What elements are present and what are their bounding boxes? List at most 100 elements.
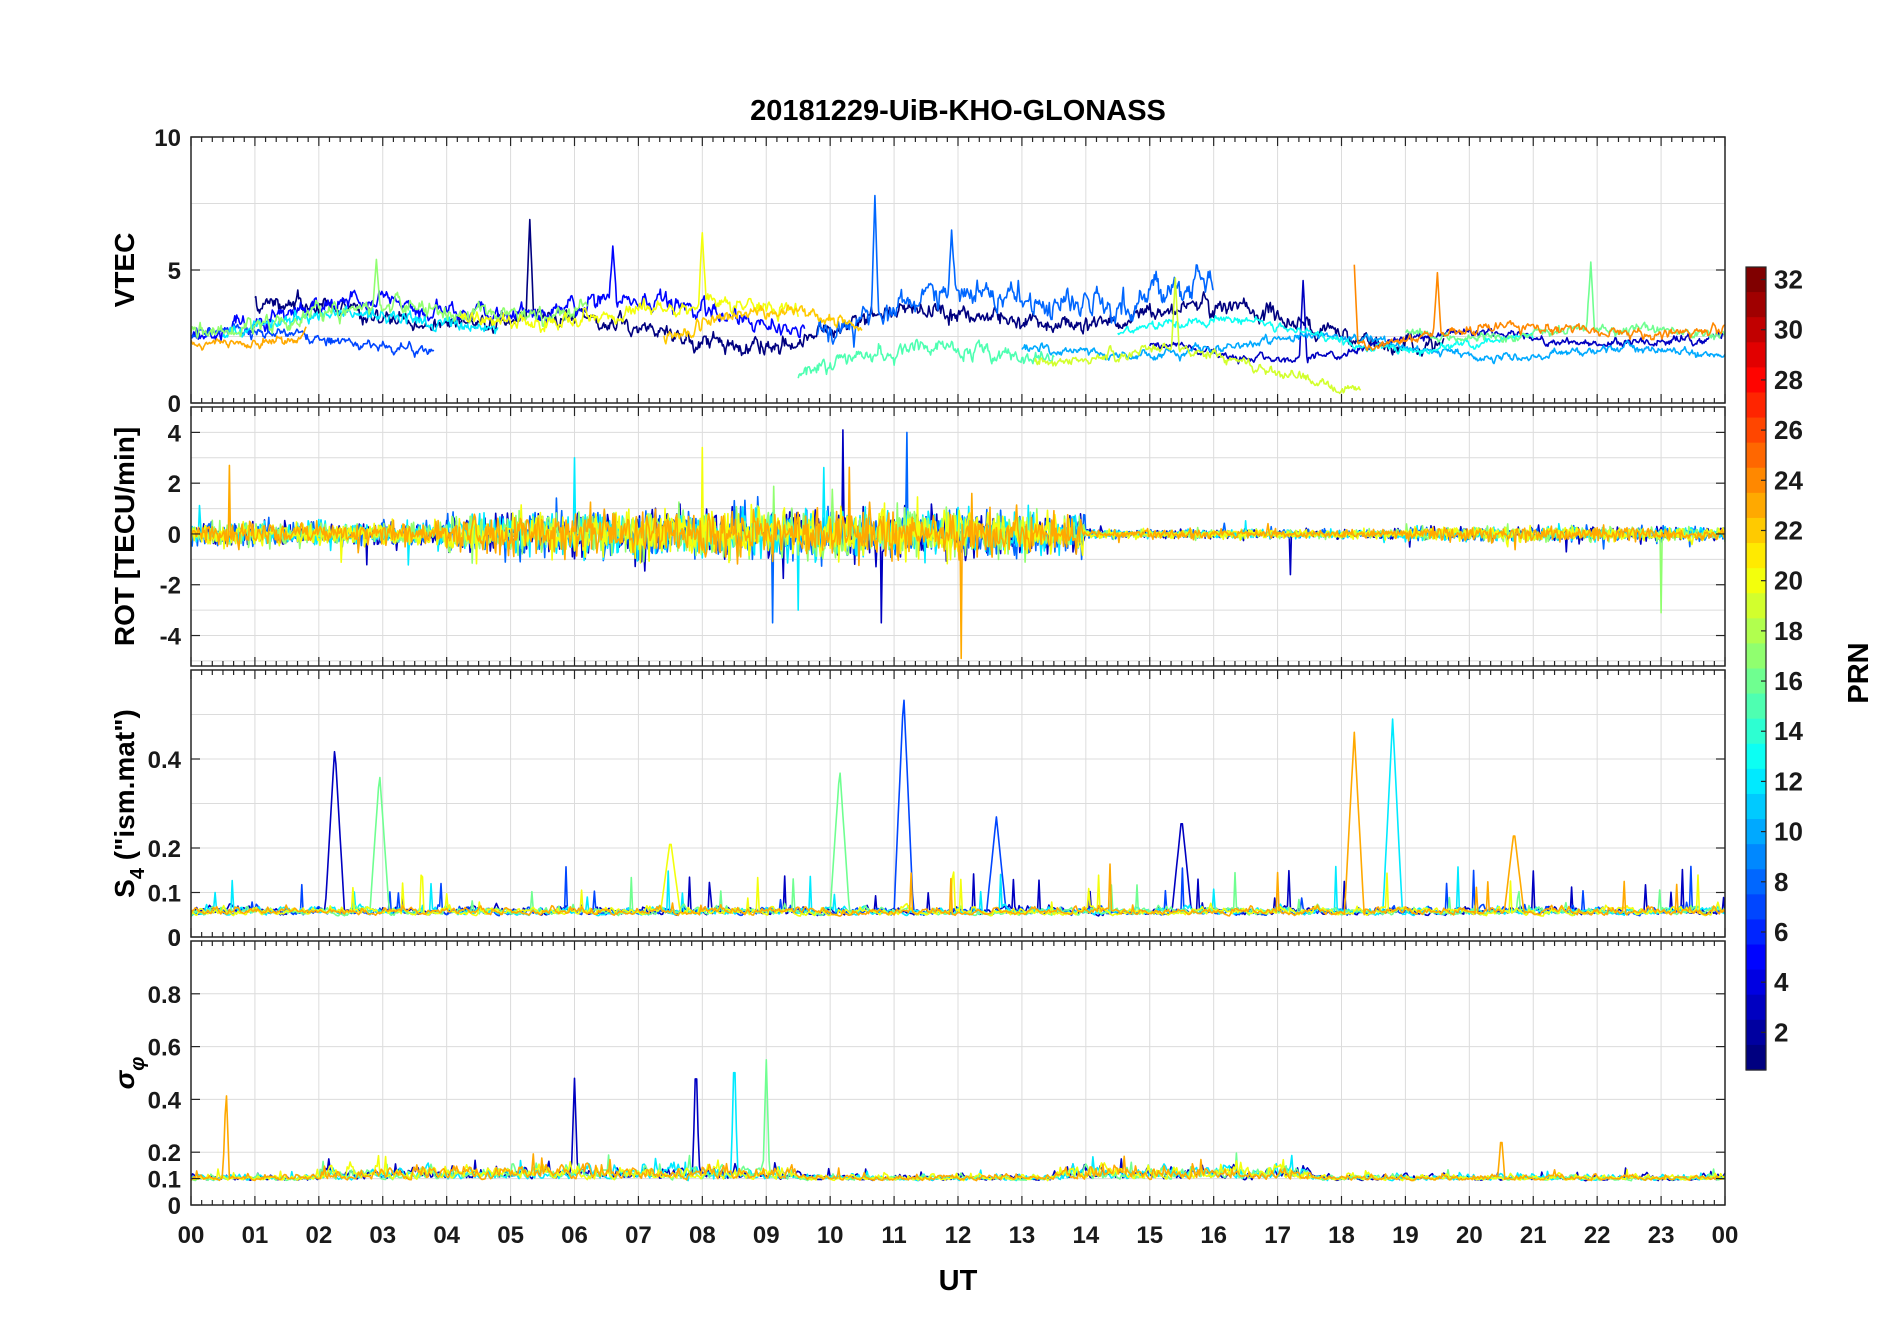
colorbar-segment — [1746, 768, 1766, 795]
series-line-prn-23 — [191, 731, 1725, 917]
x-tick-labels: 00 01 02 03 04 05 06 07 08 09 10 11 12 13 14 15 16 17 18 19… — [178, 1222, 1739, 1249]
x-tick-label: 14 — [1072, 1222, 1099, 1249]
colorbar-tick-label: 22 — [1774, 515, 1803, 545]
colorbar-segment — [1746, 844, 1766, 870]
colorbar-segment — [1746, 1019, 1766, 1046]
colorbar-segment — [1746, 718, 1766, 745]
y-tick-label: 0.6 — [148, 1035, 181, 1062]
colorbar-tick-label: 8 — [1774, 867, 1788, 897]
series-line-prn-23 — [191, 464, 1725, 660]
y-tick-label: -4 — [160, 624, 182, 651]
colorbar-tick-label: 12 — [1774, 766, 1803, 796]
colorbar-segment — [1746, 367, 1766, 394]
colorbar-tick-label: 30 — [1774, 315, 1803, 345]
y-tick-label: 0 — [168, 925, 181, 952]
series-line-prn-22 — [663, 304, 863, 345]
colorbar-segment — [1746, 517, 1766, 544]
series-line-prn-24 — [1353, 264, 1725, 352]
y-tick-label: 0 — [168, 1193, 181, 1220]
series-line-prn-15 — [797, 338, 1055, 379]
series-line-prn-8 — [816, 194, 1214, 348]
x-tick-label: 12 — [945, 1222, 972, 1249]
series-line-prn-16 — [1405, 261, 1725, 343]
x-tick-label: 19 — [1392, 1222, 1419, 1249]
colorbar-tick-label: 4 — [1774, 967, 1789, 997]
y-tick-label: 5 — [168, 258, 181, 285]
y-tick-label: 0.1 — [148, 881, 181, 908]
x-tick-label: 04 — [433, 1222, 460, 1249]
colorbar-segment — [1746, 392, 1766, 419]
colorbar-segment — [1746, 342, 1766, 368]
y-tick-label: 0.2 — [148, 1140, 181, 1167]
colorbar-segment — [1746, 492, 1766, 519]
x-tick-label: 02 — [305, 1222, 332, 1249]
colorbar-segment — [1746, 994, 1766, 1021]
panel-rot: -4 -2 0 2 4 ROT [TECU/min] — [109, 406, 1726, 667]
colorbar-segment — [1746, 668, 1766, 695]
x-tick-label: 05 — [497, 1222, 524, 1249]
colorbar-segment — [1746, 894, 1766, 921]
colorbar-segment — [1746, 267, 1766, 293]
colorbar-segment — [1746, 944, 1766, 971]
series-line-prn-3 — [1149, 279, 1725, 365]
colorbar-segment — [1746, 919, 1766, 946]
colorbar-tick-label: 20 — [1774, 566, 1803, 596]
series-line-prn-23 — [191, 326, 307, 351]
series-group — [191, 1059, 1725, 1182]
colorbar-tick-label: 16 — [1774, 666, 1803, 696]
x-tick-label: 03 — [369, 1222, 396, 1249]
series-group — [191, 429, 1725, 660]
x-tick-label: 07 — [625, 1222, 652, 1249]
y-axis-label: VTEC — [109, 233, 140, 308]
colorbar-segment — [1746, 317, 1766, 343]
x-tick-label: 17 — [1264, 1222, 1291, 1249]
series-line-prn-23 — [191, 1095, 1725, 1182]
x-tick-label: 11 — [881, 1222, 906, 1249]
y-tick-label: 0 — [168, 522, 181, 549]
x-tick-label: 00 — [1712, 1222, 1739, 1249]
y-tick-label: 0 — [168, 391, 181, 418]
panel-vtec: 0 5 10 VTEC — [109, 125, 1726, 418]
x-tick-label: 15 — [1136, 1222, 1163, 1249]
colorbar-segment — [1746, 869, 1766, 895]
y-tick-label: 10 — [154, 125, 181, 152]
colorbar-tick-label: 2 — [1774, 1017, 1788, 1047]
y-tick-label: 0.4 — [148, 1087, 182, 1114]
colorbar-segment — [1746, 292, 1766, 318]
colorbar-tick-label: 10 — [1774, 817, 1803, 847]
series-group — [191, 699, 1725, 917]
colorbar-tick-label: 6 — [1774, 917, 1788, 947]
colorbar-segment — [1746, 568, 1766, 594]
x-tick-label: 13 — [1009, 1222, 1036, 1249]
colorbar-tick-label: 32 — [1774, 265, 1803, 295]
x-tick-label: 18 — [1328, 1222, 1355, 1249]
colorbar-segment — [1746, 969, 1766, 996]
colorbar-segment — [1746, 417, 1766, 444]
colorbar-segment — [1746, 593, 1766, 619]
y-axis-label: S4 ("ism.mat") — [109, 709, 149, 898]
colorbar-segment — [1746, 1044, 1766, 1071]
colorbar-tick-label: 18 — [1774, 616, 1803, 646]
colorbar-tick-label: 14 — [1774, 716, 1803, 746]
colorbar-segment — [1746, 793, 1766, 820]
x-tick-label: 21 — [1520, 1222, 1547, 1249]
y-axis-label: ROT [TECU/min] — [109, 427, 140, 646]
series-line-prn-13 — [1117, 315, 1534, 357]
x-tick-label: 23 — [1648, 1222, 1675, 1249]
colorbar-segment — [1746, 543, 1766, 569]
colorbar-tick-label: 28 — [1774, 365, 1803, 395]
y-axis-label: σφ — [109, 1057, 149, 1090]
colorbar-tick-label: 26 — [1774, 415, 1803, 445]
y-tick-label: 0.2 — [148, 836, 181, 863]
y-tick-label: -2 — [160, 573, 181, 600]
series-line-prn-20 — [458, 232, 799, 333]
colorbar-segment — [1746, 743, 1766, 770]
y-tick-label: 2 — [168, 471, 181, 498]
x-tick-label: 09 — [753, 1222, 780, 1249]
colorbar-segment — [1746, 643, 1766, 670]
chart-title: 20181229-UiB-KHO-GLONASS — [750, 95, 1166, 127]
